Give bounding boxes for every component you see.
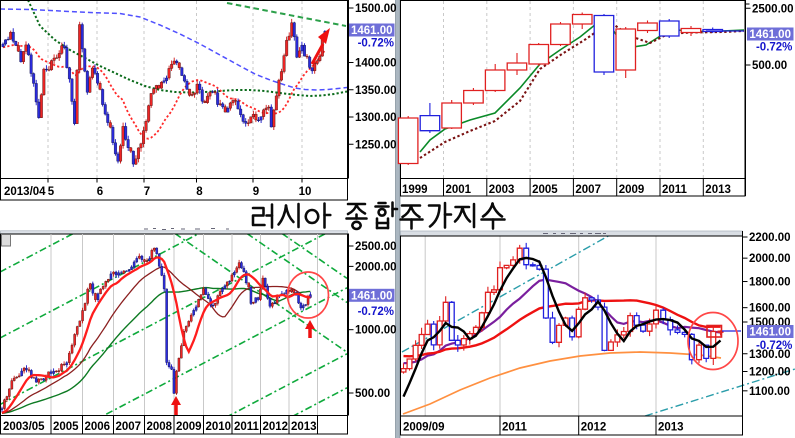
svg-text:1461.00: 1461.00 xyxy=(351,290,393,302)
svg-text:2007: 2007 xyxy=(116,421,142,433)
svg-text:1500.00: 1500.00 xyxy=(355,3,397,15)
svg-text:2012: 2012 xyxy=(581,422,607,434)
svg-text:-0.72%: -0.72% xyxy=(358,306,394,318)
svg-text:1100.00: 1100.00 xyxy=(749,386,790,398)
svg-text:2003: 2003 xyxy=(489,184,515,196)
svg-text:1250.00: 1250.00 xyxy=(355,139,397,151)
svg-text:1300.00: 1300.00 xyxy=(355,112,397,124)
svg-text:1461.00: 1461.00 xyxy=(749,29,791,41)
svg-text:2006: 2006 xyxy=(85,421,111,433)
svg-text:1800.00: 1800.00 xyxy=(749,277,791,289)
svg-text:1461.00: 1461.00 xyxy=(351,25,393,37)
svg-text:2005: 2005 xyxy=(532,184,558,196)
svg-text:7: 7 xyxy=(144,186,150,198)
svg-text:1400.00: 1400.00 xyxy=(355,58,397,70)
svg-text:1461.00: 1461.00 xyxy=(749,327,791,339)
svg-text:2003/05: 2003/05 xyxy=(3,421,45,433)
svg-text:2500.00: 2500.00 xyxy=(355,241,397,253)
svg-text:2011: 2011 xyxy=(502,422,528,434)
svg-text:500.00: 500.00 xyxy=(355,388,390,400)
svg-text:9: 9 xyxy=(253,186,259,198)
svg-text:5: 5 xyxy=(48,186,55,198)
svg-text:2011: 2011 xyxy=(662,184,688,196)
svg-text:2005: 2005 xyxy=(53,421,79,433)
svg-text:6: 6 xyxy=(97,186,103,198)
svg-text:2012: 2012 xyxy=(263,421,289,433)
svg-text:-0.72%: -0.72% xyxy=(358,38,394,50)
svg-text:2007: 2007 xyxy=(575,184,601,196)
svg-text:2200.00: 2200.00 xyxy=(749,232,791,244)
svg-text:1600.00: 1600.00 xyxy=(749,303,791,315)
svg-text:-0.72%: -0.72% xyxy=(756,42,792,54)
svg-text:500.00: 500.00 xyxy=(752,60,787,72)
svg-text:2000.00: 2000.00 xyxy=(355,261,397,273)
svg-text:1200.00: 1200.00 xyxy=(749,367,791,379)
svg-text:2011: 2011 xyxy=(234,421,260,433)
svg-text:2001: 2001 xyxy=(446,184,472,196)
svg-text:8: 8 xyxy=(196,186,203,198)
svg-text:2013: 2013 xyxy=(291,421,317,433)
svg-text:2010: 2010 xyxy=(206,421,232,433)
svg-text:2009/09: 2009/09 xyxy=(403,422,445,434)
svg-text:2013: 2013 xyxy=(658,422,684,434)
svg-text:2013: 2013 xyxy=(705,184,731,196)
svg-text:2013/04: 2013/04 xyxy=(4,186,46,198)
svg-text:1300.00: 1300.00 xyxy=(749,349,791,361)
svg-text:2500.00: 2500.00 xyxy=(752,3,794,15)
svg-text:2008: 2008 xyxy=(147,421,173,433)
svg-text:2000.00: 2000.00 xyxy=(749,253,791,265)
svg-text:1350.00: 1350.00 xyxy=(355,85,397,97)
svg-text:2009: 2009 xyxy=(619,184,645,196)
svg-text:1000.00: 1000.00 xyxy=(355,325,397,337)
svg-text:1999: 1999 xyxy=(402,184,428,196)
svg-text:-0.72%: -0.72% xyxy=(756,340,792,352)
svg-text:2009: 2009 xyxy=(176,421,202,433)
svg-text:10: 10 xyxy=(299,186,312,198)
